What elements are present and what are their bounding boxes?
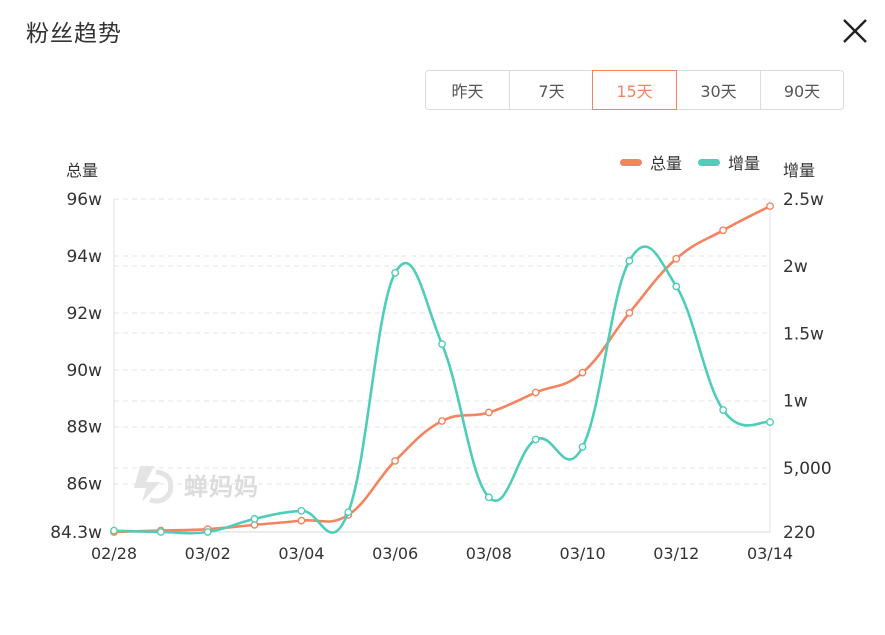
tab-90-days[interactable]: 90天 (760, 71, 843, 109)
x-tick-label: 03/12 (653, 544, 699, 563)
data-point (578, 368, 587, 377)
x-tick-label: 02/28 (91, 544, 137, 563)
series-total (110, 202, 774, 536)
x-tick-label: 03/08 (466, 544, 512, 563)
left-tick-label: 92w (66, 304, 102, 324)
legend-item-increase[interactable]: 增量 (698, 150, 760, 174)
data-point (766, 202, 774, 211)
data-point (719, 226, 728, 235)
data-point (391, 456, 400, 465)
tab-7-days[interactable]: 7天 (509, 71, 593, 109)
x-axis-ticks: 02/28 03/02 03/04 03/06 03/08 03/10 03/12 03/14 (91, 544, 793, 563)
left-axis-ticks: 84.3w 86w 88w 90w 92w 94w 96w (50, 190, 102, 543)
data-point (438, 340, 446, 349)
left-tick-label: 88w (66, 418, 102, 438)
data-point (766, 418, 774, 426)
close-icon[interactable] (838, 14, 872, 48)
data-point (156, 528, 165, 536)
left-tick-label: 86w (66, 475, 102, 495)
data-point (484, 493, 493, 502)
right-tick-label: 2w (783, 257, 808, 277)
legend-item-total[interactable]: 总量 (620, 150, 682, 174)
watermark: 蝉妈妈 (130, 462, 259, 506)
data-point (391, 269, 400, 277)
right-axis-ticks: 220 5,000 1w 1.5w 2w 2.5w (783, 190, 832, 543)
left-tick-label: 90w (66, 361, 102, 381)
x-tick-label: 03/10 (560, 544, 606, 563)
data-point (297, 506, 306, 515)
left-tick-label: 94w (66, 247, 102, 267)
data-point (531, 388, 540, 397)
data-point (110, 526, 118, 535)
right-tick-label: 2.5w (783, 190, 824, 210)
series-line (113, 245, 771, 535)
data-point (297, 516, 306, 525)
right-tick-label: 5,000 (783, 459, 832, 479)
right-axis-label: 增量 (783, 161, 816, 180)
data-point (344, 508, 353, 517)
data-point (578, 443, 587, 451)
data-point (250, 514, 259, 523)
data-point (484, 408, 493, 417)
data-point (625, 308, 634, 317)
data-point (438, 417, 446, 425)
left-tick-label: 84.3w (50, 523, 102, 543)
watermark-text: 蝉妈妈 (184, 472, 259, 501)
series-group (110, 202, 774, 536)
series-line (113, 204, 771, 534)
right-tick-label: 1.5w (783, 324, 824, 344)
tab-label: 7天 (538, 82, 565, 101)
x-tick-label: 03/14 (747, 544, 793, 563)
legend-swatch (620, 158, 642, 166)
data-point (625, 256, 634, 265)
left-tick-label: 96w (66, 190, 102, 210)
grid-lines (114, 198, 770, 485)
chanmama-logo-icon (134, 466, 174, 504)
legend-label: 增量 (728, 154, 761, 173)
right-tick-label: 1w (783, 392, 808, 412)
data-point (719, 406, 728, 414)
tab-label: 15天 (616, 82, 653, 101)
x-tick-label: 03/04 (278, 544, 324, 563)
axes (113, 199, 771, 533)
x-tick-label: 03/02 (185, 544, 231, 563)
page-title: 粉丝趋势 (26, 21, 122, 47)
data-point (203, 528, 212, 536)
chart-legend: 总量 增量 (620, 150, 760, 174)
data-point (672, 254, 681, 263)
data-point (672, 282, 681, 291)
tab-yesterday[interactable]: 昨天 (426, 71, 509, 109)
legend-swatch (698, 158, 721, 166)
tab-label: 90天 (783, 82, 821, 101)
left-axis-label: 总量 (66, 161, 99, 180)
legend-label: 总量 (650, 154, 683, 173)
series-increase (110, 245, 774, 536)
x-tick-label: 03/06 (372, 544, 418, 563)
right-tick-label: 220 (783, 523, 815, 543)
data-point (531, 435, 540, 444)
tab-label: 昨天 (451, 82, 484, 101)
tab-label: 30天 (700, 82, 737, 101)
tab-15-days[interactable]: 15天 (592, 70, 677, 110)
tab-30-days[interactable]: 30天 (676, 71, 760, 109)
range-tab-group: 昨天 7天 15天 30天 90天 (425, 70, 844, 110)
